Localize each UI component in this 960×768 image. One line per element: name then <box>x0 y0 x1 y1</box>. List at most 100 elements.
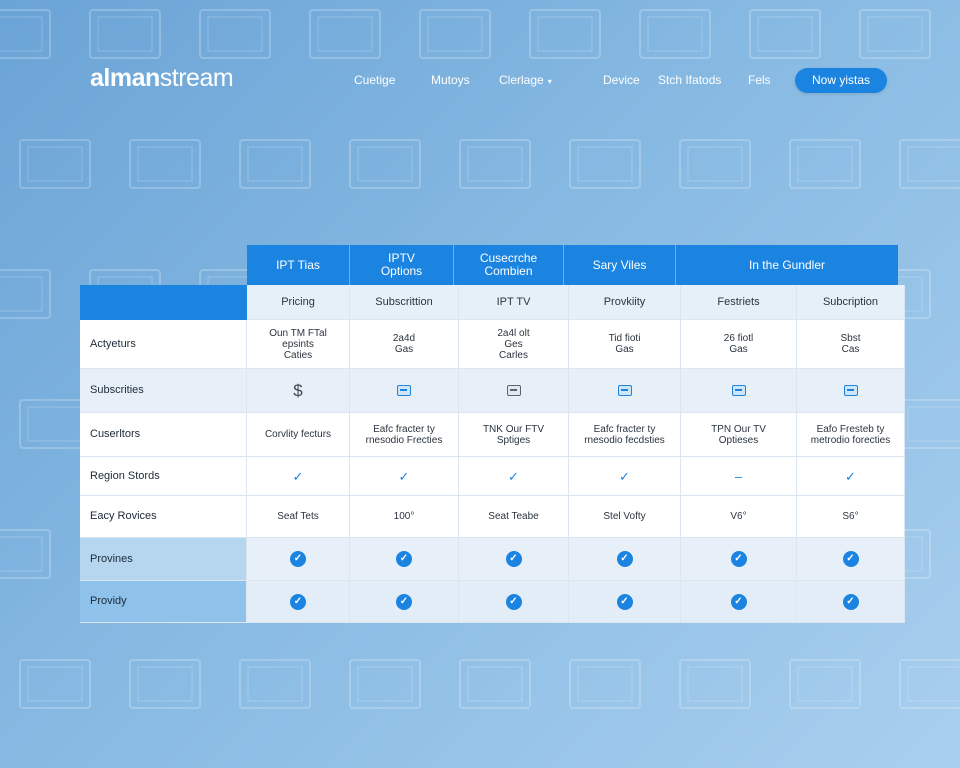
tv-screen-icon <box>0 529 51 579</box>
tv-screen-icon <box>859 9 931 59</box>
table-cell: V6° <box>681 496 797 538</box>
table-cell: ✓ <box>569 581 681 623</box>
table-cell: Eafc fracter ty rnesodio Frecties <box>350 413 459 457</box>
row-label: Eacy Rovices <box>80 496 247 538</box>
tv-screen-icon <box>129 659 201 709</box>
tv-screen-icon <box>19 139 91 189</box>
top-header-cell: IPTV Options <box>350 245 454 285</box>
tv-screen-icon <box>679 139 751 189</box>
column-header: Provkiity <box>569 285 681 320</box>
row-label: Subscrities <box>80 369 247 413</box>
tv-screen-icon <box>0 9 51 59</box>
nav-item-label: Mutoys <box>431 73 470 87</box>
tv-screen-icon <box>199 9 271 59</box>
chevron-down-icon: ▾ <box>547 77 552 86</box>
logo-bold-text: alman <box>90 64 160 92</box>
tv-screen-icon <box>239 139 311 189</box>
credit-card-icon <box>617 385 632 396</box>
table-cell <box>350 369 459 413</box>
tv-screen-icon <box>529 9 601 59</box>
table-cell: TPN Our TV Optieses <box>681 413 797 457</box>
cta-button[interactable]: Now yistas <box>795 68 887 93</box>
table-cell: ✓ <box>797 581 905 623</box>
table-cell <box>797 369 905 413</box>
row-label: Region Stords <box>80 457 247 496</box>
dollar-icon: $ <box>293 381 303 400</box>
logo-light-text: stream <box>159 64 234 92</box>
column-header: Pricing <box>247 285 350 320</box>
nav-item-fels[interactable]: Fels <box>748 73 771 87</box>
tv-screen-icon <box>419 9 491 59</box>
table-cell: Stel Vofty <box>569 496 681 538</box>
check-circle-icon: ✓ <box>730 593 747 610</box>
table-cell: ✓ <box>459 581 569 623</box>
tv-screen-icon <box>129 139 201 189</box>
table-corner <box>80 285 247 320</box>
tv-screen-icon <box>899 659 960 709</box>
column-header: Subscrittion <box>350 285 459 320</box>
tv-screen-icon <box>349 139 421 189</box>
nav-item-label: Clerlage <box>499 73 544 87</box>
table-cell: Eafc fracter ty rnesodio fecdsties <box>569 413 681 457</box>
checkmark-icon: ✓ <box>508 468 519 484</box>
table-cell: Eafo Fresteb ty metrodio forecties <box>797 413 905 457</box>
check-circle-icon: ✓ <box>396 593 412 610</box>
nav-item-device[interactable]: Device <box>603 73 640 87</box>
tv-screen-icon <box>639 9 711 59</box>
credit-card-icon <box>506 385 521 396</box>
credit-card-icon <box>731 385 746 396</box>
tv-screen-icon <box>19 659 91 709</box>
table-cell: $ <box>247 369 350 413</box>
nav-item-label: Cuetige <box>354 73 396 87</box>
dash-icon: – <box>734 468 743 484</box>
table-body: Pricing Subscrittion IPT TV Provkiity Fe… <box>80 285 905 623</box>
nav-item-clerlage-dropdown[interactable]: Clerlage ▾ <box>499 73 552 87</box>
table-cell: – <box>681 457 797 496</box>
column-header: Festriets <box>681 285 797 320</box>
check-circle-icon: ✓ <box>505 551 522 567</box>
table-cell <box>681 369 797 413</box>
tv-screen-icon <box>679 659 751 709</box>
table-cell: Corvlity fecturs <box>247 413 350 457</box>
tv-screen-icon <box>569 139 641 189</box>
credit-card-icon <box>397 385 411 396</box>
tv-screen-icon <box>239 659 311 709</box>
tv-screen-icon <box>899 139 960 189</box>
checkmark-icon: ✓ <box>292 468 304 484</box>
table-cell: 26 fiotl Gas <box>681 320 797 369</box>
tv-screen-icon <box>89 9 161 59</box>
table-cell: Seaf Tets <box>247 496 350 538</box>
nav-item-cuetige[interactable]: Cuetige <box>354 73 395 87</box>
table-cell: ✓ <box>350 538 459 581</box>
top-header-cell: Cusecrche Combien <box>454 245 564 285</box>
tv-screen-icon <box>789 139 861 189</box>
tv-screen-icon <box>749 9 821 59</box>
table-cell: S6° <box>797 496 905 538</box>
checkmark-icon: ✓ <box>398 468 410 484</box>
table-cell: TNK Our FTV Sptiges <box>459 413 569 457</box>
check-circle-icon: ✓ <box>290 593 306 610</box>
check-circle-icon: ✓ <box>616 551 633 567</box>
top-header-cell: Sary Viles <box>564 245 676 285</box>
table-cell: ✓ <box>247 538 350 581</box>
tv-screen-icon <box>569 659 641 709</box>
check-circle-icon: ✓ <box>290 551 306 567</box>
checkmark-icon: ✓ <box>845 468 856 484</box>
check-circle-icon: ✓ <box>842 551 859 567</box>
tv-screen-icon <box>349 659 421 709</box>
checkmark-icon: ✓ <box>619 468 630 484</box>
nav-item-mutoys[interactable]: Mutoys <box>431 73 470 87</box>
column-header: IPT TV <box>459 285 569 320</box>
table-cell: ✓ <box>350 457 459 496</box>
table-top-header: IPT Tias IPTV Options Cusecrche Combien … <box>247 245 898 285</box>
table-cell: ✓ <box>247 457 350 496</box>
table-cell: Sbst Cas <box>797 320 905 369</box>
table-cell: ✓ <box>797 457 905 496</box>
brand-logo[interactable]: almanstream <box>90 64 234 93</box>
table-cell: ✓ <box>247 581 350 623</box>
top-header-cell: IPT Tias <box>247 245 350 285</box>
check-circle-icon: ✓ <box>505 593 522 610</box>
tv-screen-icon <box>459 139 531 189</box>
nav-item-stch-ifatods[interactable]: Stch Ifatods <box>658 73 721 87</box>
row-label: Provines <box>80 538 247 581</box>
